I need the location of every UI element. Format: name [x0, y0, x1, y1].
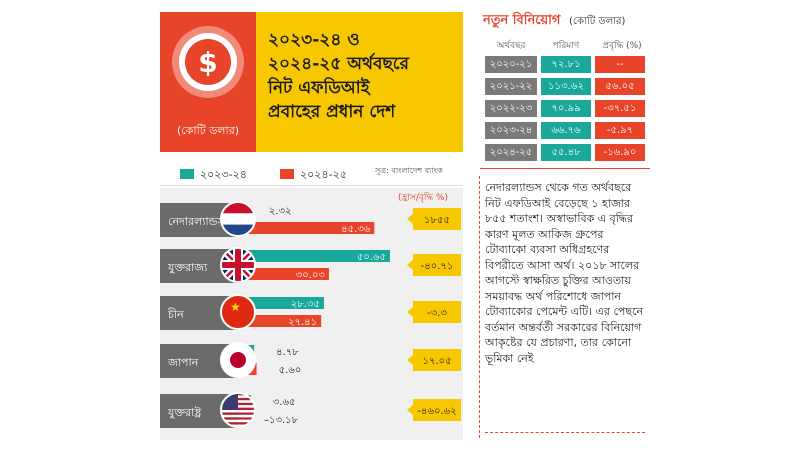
year-cell: ২০২৩-২৪: [485, 122, 537, 139]
svg-text:$: $: [198, 46, 217, 79]
legend-label-2023: ২০২৩-২৪: [200, 168, 247, 181]
growth-box: [413, 349, 461, 371]
table-header: অর্থবছর পরিমাণ প্রবৃদ্ধি (%): [485, 38, 655, 52]
title-line: ২০২৪-২৫ অর্থবছরে: [268, 54, 409, 74]
table-divider: [480, 168, 650, 169]
growth-box: [413, 208, 461, 230]
country-label: জাপান: [167, 356, 199, 369]
country-label: যুক্তরাষ্ট্র: [167, 406, 202, 419]
china-flag-icon: ★: [220, 294, 256, 330]
bar-2023-24: [240, 250, 390, 262]
amount-cell: ৫৫.৪৮: [541, 144, 591, 161]
growth-box: [413, 301, 461, 323]
bar-2024-25: [240, 268, 329, 280]
value-label-2023-24: ৫০.৬৫: [357, 252, 386, 263]
amount-cell: ১১৩.৬২: [541, 78, 591, 95]
growth-value: ১৮৫৫: [424, 215, 450, 226]
value-label-2023-24: ২.৩২: [269, 206, 292, 217]
growth-pointer: [407, 214, 413, 224]
growth-value: ১৭.০৫: [422, 356, 451, 367]
legend-swatch-2023: [180, 169, 194, 179]
source-note: সূত্র: বাংলাদেশ ব্যাংক: [375, 166, 443, 175]
growth-pointer: [407, 355, 413, 365]
growth-pointer: [407, 260, 413, 270]
dollar-coin-icon: $: [172, 26, 244, 98]
uk-flag-icon: [220, 247, 256, 283]
year-cell: ২০২০-২১: [485, 56, 537, 73]
growth-pointer: [407, 405, 413, 415]
unit-label: (কোটি ডলার): [176, 124, 240, 137]
legend-swatch-2024: [280, 169, 294, 179]
page-title: ২০২৩-২৪ ও ২০২৪-২৫ অর্থবছরে নিট এফডিআই প্…: [268, 28, 463, 124]
header-year: অর্থবছর: [496, 41, 526, 51]
title-line: ২০২৩-২৪ ও: [268, 30, 360, 50]
growth-value: -৩.৩: [427, 308, 447, 319]
value-label-2024-25: ৪৫.৩৬: [341, 224, 371, 235]
country-label: চীন: [167, 308, 184, 321]
growth-cell: -৩৭.৫১: [595, 100, 645, 117]
value-label-2023-24: ২৮.৩৫: [291, 299, 320, 310]
growth-pointer: [407, 307, 413, 317]
divider: [160, 185, 463, 186]
article-paragraph: নেদারল্যান্ডস থেকে গত অর্থবছরে নিট এফডিআ…: [485, 181, 644, 365]
investment-subtitle: (কোটি ডলার): [569, 16, 626, 27]
svg-text:★: ★: [230, 300, 241, 314]
value-label-2024-25: ৫.৬০: [279, 365, 302, 376]
amount-cell: ৭২.৮১: [541, 56, 591, 73]
growth-cell: ৫৬.০৫: [595, 78, 645, 95]
country-label: যুক্তরাজ্য: [167, 261, 208, 274]
usa-flag-icon: [220, 392, 256, 428]
growth-value: -৪০.৭১: [421, 261, 454, 272]
japan-flag-icon: [220, 342, 256, 378]
growth-cell: -৫.৯৭: [595, 122, 645, 139]
value-label-2024-25: ৩০.০৩: [296, 270, 326, 281]
netherlands-flag-icon: [220, 201, 256, 237]
growth-cell: --: [595, 56, 645, 73]
year-cell: ২০২২-২৩: [485, 100, 537, 117]
value-label-2023-24: ৩.৬৫: [273, 397, 296, 408]
year-cell: ২০২১-২২: [485, 78, 537, 95]
value-label-2023-24: ৪.৭৮: [276, 347, 299, 358]
bar-2023-24: [240, 297, 324, 309]
bar-2024-25: [240, 315, 322, 327]
growth-value: -৪৬০.৬২: [417, 406, 456, 417]
country-label: নেদারল্যান্ডস: [168, 215, 225, 228]
bottom-divider: [485, 432, 645, 434]
investment-title: নতুন বিনিয়োগ: [483, 13, 561, 28]
value-label-2024-25: –১৩.১৮: [264, 415, 299, 426]
header-growth: প্রবৃদ্ধি (%): [602, 41, 642, 51]
header-amount: পরিমাণ: [552, 41, 580, 51]
growth-box: [413, 399, 461, 421]
bar-2024-25: [240, 222, 375, 234]
title-line: প্রবাহের প্রধান দেশ: [268, 102, 396, 122]
value-label-2024-25: ২৭.৪১: [288, 317, 317, 328]
bar-chart: নেদারল্যান্ডস ২.৩২ ৪৫.৩৬ ১৮৫৫ যুক্তরাজ্য ৫০.৬…: [160, 201, 461, 428]
growth-cell: -১৬.৯০: [595, 144, 645, 161]
amount-cell: ৭০.৯৯: [541, 100, 591, 117]
legend-label-2024: ২০২৪-২৫: [300, 168, 347, 181]
title-line: নিট এফডিআই: [268, 78, 370, 98]
growth-box: [413, 254, 461, 276]
growth-header: (হ্রাস/বৃদ্ধি %): [398, 193, 448, 203]
column-divider: [479, 176, 481, 438]
amount-cell: ৬৬.৭৬: [541, 122, 591, 139]
year-cell: ২০২৪-২৫: [485, 144, 537, 161]
